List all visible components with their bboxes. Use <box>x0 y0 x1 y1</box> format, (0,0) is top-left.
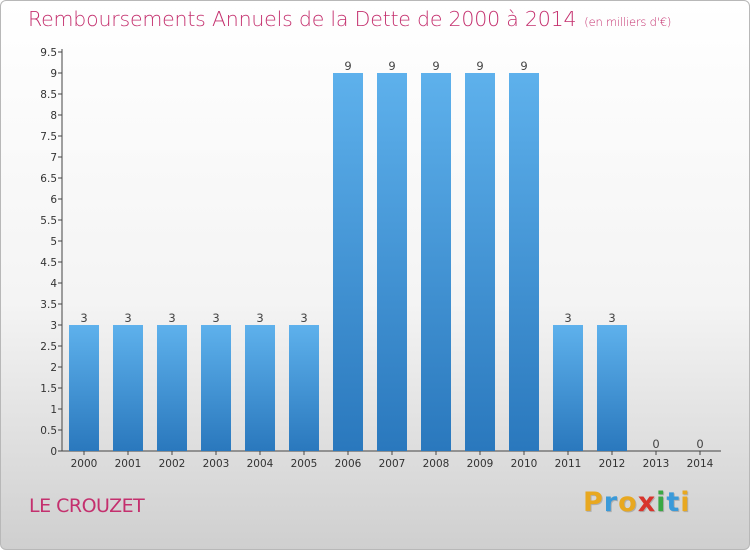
bar <box>465 73 495 451</box>
bar <box>333 73 363 451</box>
data-label: 3 <box>212 311 219 325</box>
logo-letter: i <box>656 487 667 518</box>
chart-title-text: Remboursements Annuels de la Dette de 20… <box>28 7 577 31</box>
x-tick-label: 2004 <box>247 458 274 470</box>
data-label: 9 <box>520 59 527 73</box>
y-tick-label: 0.5 <box>40 425 57 437</box>
chart-bars <box>69 73 627 451</box>
data-label: 3 <box>564 311 571 325</box>
x-tick-label: 2011 <box>555 458 582 470</box>
bar <box>157 325 187 451</box>
y-tick-label: 2 <box>50 362 57 374</box>
y-tick-label: 7.5 <box>40 131 57 143</box>
logo-letter: i <box>680 487 691 518</box>
logo-letter: r <box>603 487 619 518</box>
bar <box>597 325 627 451</box>
bar <box>421 73 451 451</box>
y-tick-label: 5 <box>50 236 57 248</box>
x-tick-label: 2009 <box>467 458 494 470</box>
x-tick-label: 2012 <box>599 458 626 470</box>
bar <box>553 325 583 451</box>
data-label: 3 <box>300 311 307 325</box>
y-tick-label: 1.5 <box>40 383 57 395</box>
y-tick-label: 2.5 <box>40 341 57 353</box>
data-label: 3 <box>608 311 615 325</box>
bar <box>377 73 407 451</box>
data-label: 9 <box>432 59 439 73</box>
y-tick-label: 1 <box>50 404 57 416</box>
y-tick-label: 8 <box>50 110 57 122</box>
x-tick-label: 2010 <box>511 458 538 470</box>
x-tick-label: 2007 <box>379 458 406 470</box>
logo-letter: o <box>618 487 638 518</box>
x-tick-label: 2006 <box>335 458 362 470</box>
x-tick-label: 2005 <box>291 458 318 470</box>
x-tick-label: 2008 <box>423 458 450 470</box>
y-tick-label: 3 <box>50 320 57 332</box>
proxiti-logo: Proxiti <box>583 487 691 518</box>
data-label: 3 <box>80 311 87 325</box>
chart-title: Remboursements Annuels de la Dette de 20… <box>28 7 671 31</box>
logo-letter: P <box>583 487 604 518</box>
data-label: 9 <box>476 59 483 73</box>
bar <box>201 325 231 451</box>
data-label: 0 <box>652 437 659 451</box>
data-label: 3 <box>168 311 175 325</box>
x-tick-label: 2002 <box>159 458 186 470</box>
x-tick-label: 2014 <box>687 458 714 470</box>
bar <box>113 325 143 451</box>
chart-labels: 2000 3 2001 3 2002 3 2003 3 2004 3 2005 3 2006 9 2007 9… <box>71 59 714 470</box>
y-tick-label: 9.5 <box>40 47 57 59</box>
y-tick-label: 0 <box>50 446 57 458</box>
bar <box>245 325 275 451</box>
y-tick-label: 3.5 <box>40 299 57 311</box>
logo-letter: x <box>637 487 657 518</box>
data-label: 9 <box>344 59 351 73</box>
chart-axes: 0 0.5 1 1.5 2 2.5 3 3.5 4 4.5 5 5.5 6 6.5 7 7.5 8 8.5 9 9.5 <box>40 47 721 458</box>
y-tick-label: 8.5 <box>40 89 57 101</box>
logo-letter: t <box>666 487 681 518</box>
y-tick-label: 4.5 <box>40 257 57 269</box>
bar <box>69 325 99 451</box>
data-label: 3 <box>256 311 263 325</box>
y-tick-label: 9 <box>50 68 57 80</box>
data-label: 0 <box>696 437 703 451</box>
y-tick-label: 4 <box>50 278 57 290</box>
y-tick-label: 6.5 <box>40 173 57 185</box>
y-tick-label: 5.5 <box>40 215 57 227</box>
data-label: 3 <box>124 311 131 325</box>
x-tick-label: 2000 <box>71 458 98 470</box>
x-tick-label: 2003 <box>203 458 230 470</box>
chart-subtitle: (en milliers d'€) <box>584 15 672 29</box>
data-label: 9 <box>388 59 395 73</box>
y-tick-label: 6 <box>50 194 57 206</box>
place-name: LE CROUZET <box>29 495 145 517</box>
bar <box>509 73 539 451</box>
y-tick-label: 7 <box>50 152 57 164</box>
x-tick-label: 2013 <box>643 458 670 470</box>
x-tick-label: 2001 <box>115 458 142 470</box>
bar <box>289 325 319 451</box>
